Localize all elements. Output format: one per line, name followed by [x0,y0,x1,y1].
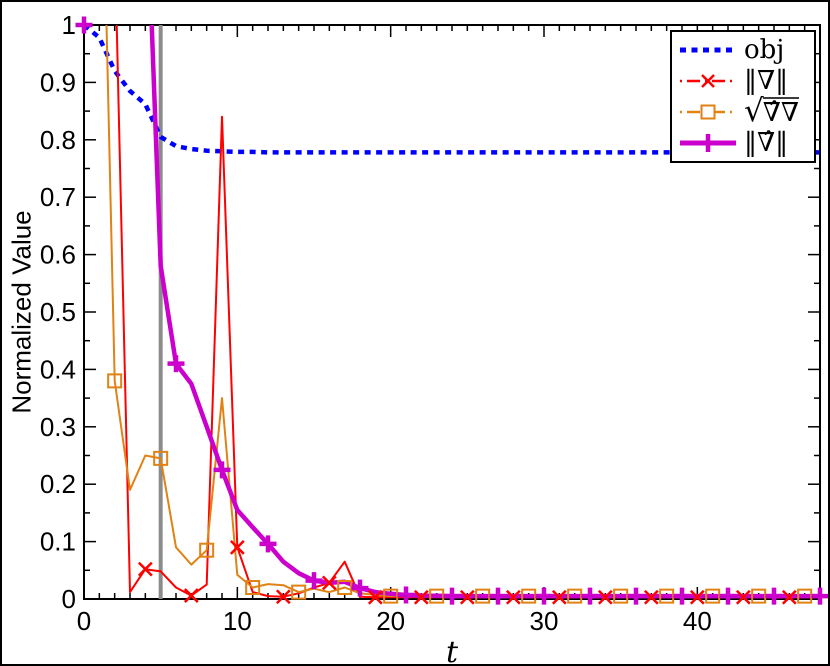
radicand: ∇̂∇ [762,97,800,129]
legend-sample-gradhat-line [680,134,736,153]
x-tick-label: 20 [376,606,405,636]
y-tick-label: 0.2 [40,469,76,499]
x-tick-label: 40 [683,606,712,636]
y-tick-label: 1 [62,10,76,40]
legend: obj ‖∇‖ √∇̂∇ ‖∇̂‖ [670,30,816,163]
y-tick-label: 0 [62,584,76,614]
legend-item-grad-norm: ‖∇‖ [672,65,814,96]
y-tick-label: 0.9 [40,67,76,97]
x-tick-label: 10 [223,606,252,636]
legend-sample-obj-line [680,47,736,53]
legend-item-sqrt-gradhat-grad: √∇̂∇ [672,93,814,130]
legend-item-obj: obj [672,34,814,65]
y-tick-label: 0.8 [40,125,76,155]
y-axis-title: Normalized Value [6,210,37,414]
y-tick-label: 0.6 [40,240,76,270]
y-tick-label: 0.5 [40,297,76,327]
legend-label-sqrt-gradhat-grad: √∇̂∇ [744,93,800,130]
x-axis-title: t [445,635,459,666]
y-tick-label: 0.1 [40,527,76,557]
legend-sample-grad-line [680,73,736,88]
legend-item-gradhat-norm: ‖∇̂‖ [672,128,814,159]
y-tick-label: 0.4 [40,354,76,384]
legend-label-gradhat-norm: ‖∇̂‖ [744,128,789,159]
x-tick-label: 0 [77,606,91,636]
radical-sign: √ [744,93,764,130]
y-tick-label: 0.7 [40,182,76,212]
series-line-none [84,25,820,155]
legend-label-obj: obj [744,34,785,65]
y-tick-label: 0.3 [40,412,76,442]
x-tick-label: 30 [530,606,559,636]
legend-sample-sqrt-line [680,104,736,120]
legend-label-grad-norm: ‖∇‖ [744,65,789,96]
